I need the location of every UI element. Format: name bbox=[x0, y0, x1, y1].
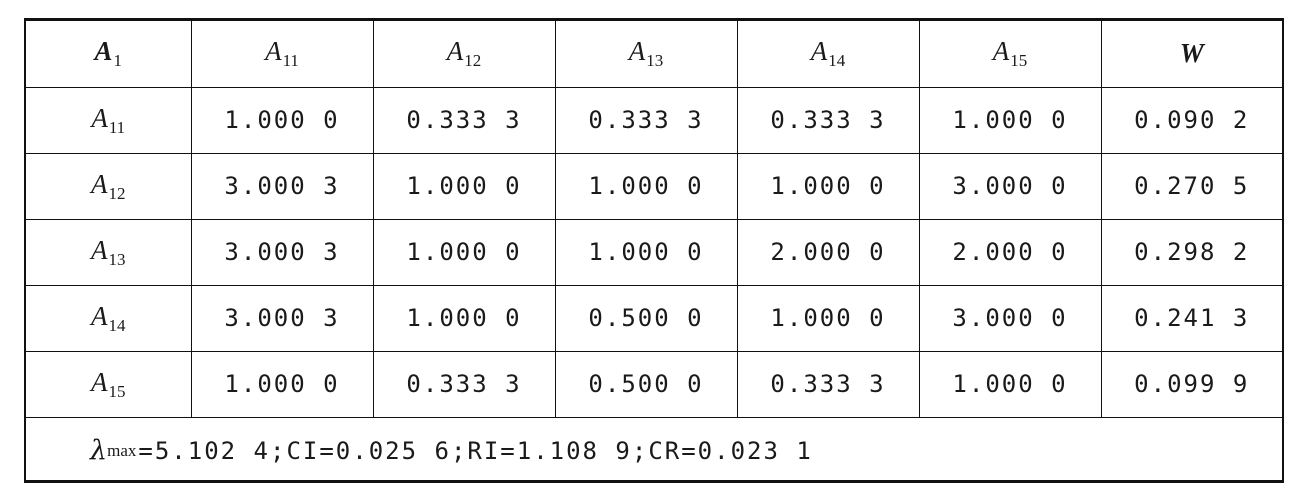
matrix-cell: 0.500 0 bbox=[555, 351, 738, 418]
table-row: A14 3.000 3 1.000 0 0.500 0 1.000 0 3.00… bbox=[26, 285, 1282, 352]
matrix-cell: 1.000 0 bbox=[919, 351, 1102, 418]
matrix-cell: 0.333 3 bbox=[373, 87, 556, 154]
matrix-cell: 2.000 0 bbox=[919, 219, 1102, 286]
matrix-cell: 3.000 0 bbox=[919, 153, 1102, 220]
matrix-cell: 1.000 0 bbox=[919, 87, 1102, 154]
matrix-cell: 1.000 0 bbox=[373, 153, 556, 220]
matrix-cell: 1.000 0 bbox=[373, 219, 556, 286]
matrix-cell: 0.333 3 bbox=[737, 351, 920, 418]
lambda-subscript: max bbox=[107, 440, 137, 460]
row-label: A15 bbox=[26, 351, 192, 418]
matrix-cell: 3.000 3 bbox=[191, 219, 374, 286]
header-cell: A14 bbox=[737, 21, 920, 88]
matrix-cell: 1.000 0 bbox=[737, 285, 920, 352]
matrix-cell: 0.500 0 bbox=[555, 285, 738, 352]
header-cell-weight: W bbox=[1101, 21, 1282, 88]
table-row: A13 3.000 3 1.000 0 1.000 0 2.000 0 2.00… bbox=[26, 219, 1282, 286]
header-cell: A1 bbox=[26, 21, 192, 88]
matrix-cell: 2.000 0 bbox=[737, 219, 920, 286]
table-row: A15 1.000 0 0.333 3 0.500 0 0.333 3 1.00… bbox=[26, 351, 1282, 418]
row-label: A12 bbox=[26, 153, 192, 220]
row-label: A11 bbox=[26, 87, 192, 154]
judgment-matrix-table: A1 A11 A12 A13 A14 A15 W A11 1.000 0 0.3… bbox=[26, 21, 1282, 418]
matrix-cell: 3.000 0 bbox=[919, 285, 1102, 352]
table-row: A11 1.000 0 0.333 3 0.333 3 0.333 3 1.00… bbox=[26, 87, 1282, 154]
matrix-cell: 3.000 3 bbox=[191, 153, 374, 220]
consistency-summary: λ max =5.102 4;CI=0.025 6;RI=1.108 9;CR=0.… bbox=[26, 418, 1282, 483]
weight-cell: 0.270 5 bbox=[1101, 153, 1282, 220]
header-cell: A15 bbox=[919, 21, 1102, 88]
matrix-cell: 0.333 3 bbox=[737, 87, 920, 154]
table-row: A12 3.000 3 1.000 0 1.000 0 1.000 0 3.00… bbox=[26, 153, 1282, 220]
weight-cell: 0.090 2 bbox=[1101, 87, 1282, 154]
header-cell: A11 bbox=[191, 21, 374, 88]
matrix-cell: 0.333 3 bbox=[555, 87, 738, 154]
matrix-cell: 1.000 0 bbox=[555, 153, 738, 220]
weight-cell: 0.099 9 bbox=[1101, 351, 1282, 418]
row-label: A14 bbox=[26, 285, 192, 352]
matrix-cell: 1.000 0 bbox=[191, 87, 374, 154]
consistency-stats: =5.102 4;CI=0.025 6;RI=1.108 9;CR=0.023 … bbox=[138, 436, 813, 465]
header-cell: A12 bbox=[373, 21, 556, 88]
matrix-cell: 1.000 0 bbox=[373, 285, 556, 352]
comparison-matrix-frame: A1 A11 A12 A13 A14 A15 W A11 1.000 0 0.3… bbox=[24, 18, 1284, 483]
matrix-cell: 0.333 3 bbox=[373, 351, 556, 418]
matrix-cell: 1.000 0 bbox=[555, 219, 738, 286]
matrix-cell: 3.000 3 bbox=[191, 285, 374, 352]
lambda-symbol: λ bbox=[90, 435, 108, 466]
matrix-cell: 1.000 0 bbox=[737, 153, 920, 220]
weight-cell: 0.298 2 bbox=[1101, 219, 1282, 286]
header-row: A1 A11 A12 A13 A14 A15 W bbox=[26, 21, 1282, 88]
matrix-cell: 1.000 0 bbox=[191, 351, 374, 418]
header-cell: A13 bbox=[555, 21, 738, 88]
row-label: A13 bbox=[26, 219, 192, 286]
weight-cell: 0.241 3 bbox=[1101, 285, 1282, 352]
